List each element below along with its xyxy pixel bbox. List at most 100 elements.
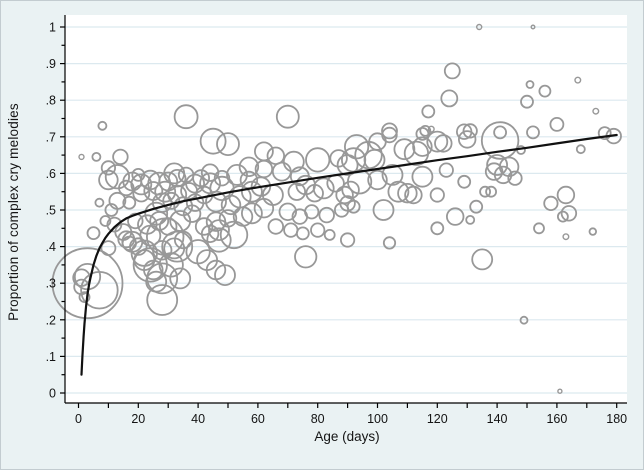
- bubble: [173, 230, 193, 250]
- bubble: [476, 23, 483, 31]
- bubble: [318, 206, 335, 224]
- bubble: [403, 140, 429, 166]
- y-tick-label: .6: [46, 167, 56, 181]
- bubble: [97, 120, 108, 131]
- bubble: [404, 185, 423, 205]
- bubble: [112, 148, 129, 166]
- bubble: [440, 89, 459, 108]
- bubble: [419, 124, 432, 137]
- bubble: [429, 187, 445, 203]
- bubble: [372, 199, 395, 221]
- bubble: [80, 271, 119, 310]
- bubble: [507, 170, 523, 186]
- bubble: [310, 222, 326, 238]
- bubble: [479, 185, 492, 198]
- bubble: [289, 166, 310, 187]
- bubble: [443, 62, 461, 80]
- y-tick-label: .4: [46, 240, 56, 254]
- bubble: [562, 233, 570, 241]
- bubble: [557, 388, 563, 394]
- bubble: [519, 315, 529, 325]
- bubble: [118, 179, 135, 197]
- bubble: [100, 160, 117, 176]
- x-axis-title: Age (days): [314, 429, 380, 444]
- bubble: [99, 215, 112, 227]
- bubble: [367, 169, 388, 191]
- x-tick-label: 40: [191, 412, 205, 426]
- bubble: [415, 126, 430, 141]
- bubble: [484, 162, 504, 181]
- bubble: [94, 197, 105, 208]
- bubble: [480, 121, 520, 160]
- y-tick-label: .8: [46, 94, 56, 108]
- bubble: [312, 177, 335, 200]
- bubble: [86, 226, 101, 241]
- plot-area: [65, 15, 627, 403]
- bubble: [91, 151, 102, 162]
- bubble: [104, 164, 131, 190]
- bubble: [267, 218, 285, 235]
- bubble: [329, 149, 348, 168]
- bubble: [162, 191, 181, 210]
- bubble: [220, 194, 242, 216]
- bubble: [151, 240, 173, 261]
- bubble: [294, 245, 318, 269]
- bubble: [339, 195, 356, 212]
- bubble: [254, 159, 274, 179]
- bubble: [146, 262, 179, 295]
- bubble: [393, 138, 416, 161]
- bubble: [462, 123, 478, 139]
- bubble: [173, 104, 199, 130]
- bubble: [206, 227, 232, 253]
- bubble: [421, 104, 436, 119]
- bubble: [427, 125, 435, 133]
- bubble: [132, 247, 168, 283]
- bubble: [526, 125, 540, 140]
- fit-curve: [80, 133, 618, 376]
- y-tick-label: 0: [49, 387, 56, 401]
- bubble: [426, 130, 449, 153]
- bubble: [216, 132, 240, 157]
- bubble: [132, 184, 151, 203]
- bubble: [278, 202, 298, 222]
- bubble: [343, 134, 370, 160]
- y-axis-title: Proportion of complex cry melodies: [6, 103, 21, 321]
- bubble: [530, 24, 536, 30]
- bubble: [104, 203, 119, 217]
- bubble: [323, 228, 336, 241]
- bubble: [144, 201, 169, 226]
- bubble: [525, 80, 535, 89]
- bubble: [486, 154, 509, 176]
- bubble: [130, 173, 153, 196]
- x-tick-label: 180: [606, 412, 627, 426]
- bubble: [549, 117, 565, 132]
- bubble: [161, 230, 194, 263]
- bubble: [238, 156, 260, 178]
- bubble: [305, 147, 331, 173]
- bubble: [465, 214, 476, 225]
- y-tick-label: .1: [46, 350, 56, 364]
- bubble: [295, 226, 310, 241]
- bubble: [520, 94, 534, 109]
- bubble: [543, 195, 559, 211]
- bubble: [382, 236, 397, 250]
- bubble: [336, 154, 359, 176]
- bubble: [208, 219, 230, 242]
- y-tick-label: .5: [46, 204, 56, 218]
- bubble: [154, 180, 177, 203]
- bubble: [253, 197, 275, 219]
- bubble: [78, 291, 91, 304]
- bubble: [446, 207, 465, 226]
- bubble: [146, 284, 179, 316]
- y-tick-label: .9: [46, 57, 56, 71]
- bubble: [592, 107, 600, 115]
- bubble: [538, 84, 552, 98]
- bubble: [533, 222, 545, 235]
- bubble: [219, 220, 249, 250]
- bubble: [560, 205, 578, 222]
- bubble: [341, 180, 360, 200]
- bubble: [199, 127, 227, 155]
- x-tick-label: 60: [251, 412, 265, 426]
- x-tick-label: 140: [487, 412, 508, 426]
